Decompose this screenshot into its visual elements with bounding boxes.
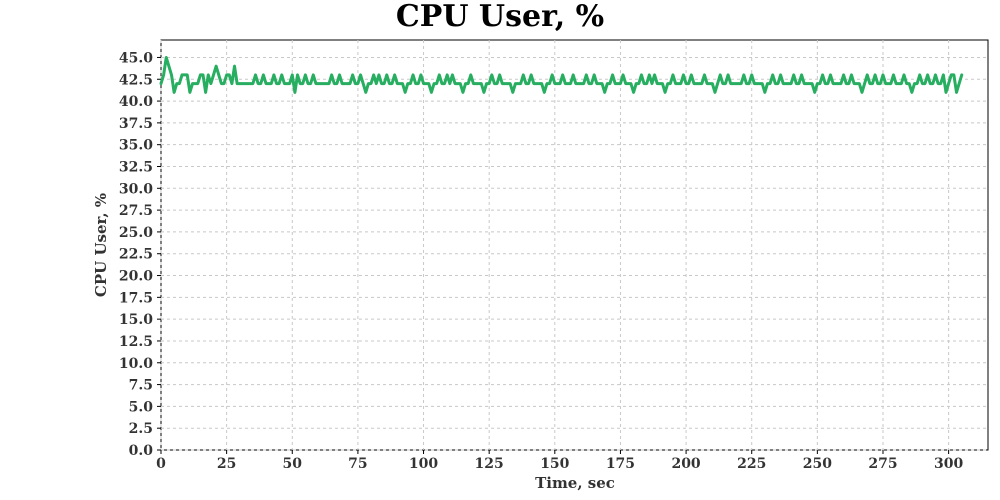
x-tick-label: 75	[348, 456, 367, 472]
x-tick-label: 25	[217, 456, 236, 472]
series-layer	[159, 55, 964, 94]
x-tick-label: 175	[606, 456, 635, 472]
x-tick-label: 225	[737, 456, 766, 472]
x-tick-label: 125	[475, 456, 504, 472]
y-tick-label: 30.0	[119, 181, 153, 197]
y-tick-label: 0.0	[129, 443, 154, 459]
y-tick-label: 20.0	[119, 269, 153, 285]
x-tick-label: 275	[868, 456, 897, 472]
x-tick-label: 0	[156, 456, 166, 472]
y-tick-label: 37.5	[119, 116, 153, 132]
y-tick-label: 17.5	[119, 290, 153, 306]
y-tick-label: 42.5	[119, 72, 153, 88]
y-tick-label: 7.5	[129, 378, 153, 394]
y-tick-label: 15.0	[119, 312, 153, 328]
y-axis-label: CPU User, %	[92, 193, 110, 297]
series-line-0	[159, 55, 964, 94]
y-tick-label: 2.5	[129, 421, 153, 437]
x-tick-label: 200	[671, 456, 700, 472]
y-tick-label: 45.0	[119, 50, 153, 66]
x-tick-label: 100	[409, 456, 438, 472]
grid	[160, 40, 988, 451]
y-tick-label: 5.0	[129, 399, 154, 415]
y-tick-label: 35.0	[119, 138, 153, 154]
x-axis-label: Time, sec	[535, 474, 615, 492]
y-tick-label: 40.0	[119, 94, 153, 110]
x-tick-label: 300	[934, 456, 963, 472]
y-tick-label: 27.5	[119, 203, 153, 219]
y-tick-label: 10.0	[119, 356, 153, 372]
x-tick-label: 250	[803, 456, 832, 472]
x-tick-label: 150	[540, 456, 569, 472]
chart-title: CPU User, %	[396, 0, 604, 34]
axis-ticks: 0.0 2.5 5.0 7.5 10.0 12.5 15.0 17.5 20.0 22.5 25.0…	[119, 50, 964, 472]
x-tick-label: 50	[283, 456, 303, 472]
y-tick-label: 25.0	[119, 225, 153, 241]
y-tick-label: 22.5	[119, 247, 153, 263]
y-tick-label: 32.5	[119, 159, 153, 175]
y-tick-label: 12.5	[119, 334, 153, 350]
plot-area	[160, 39, 989, 451]
